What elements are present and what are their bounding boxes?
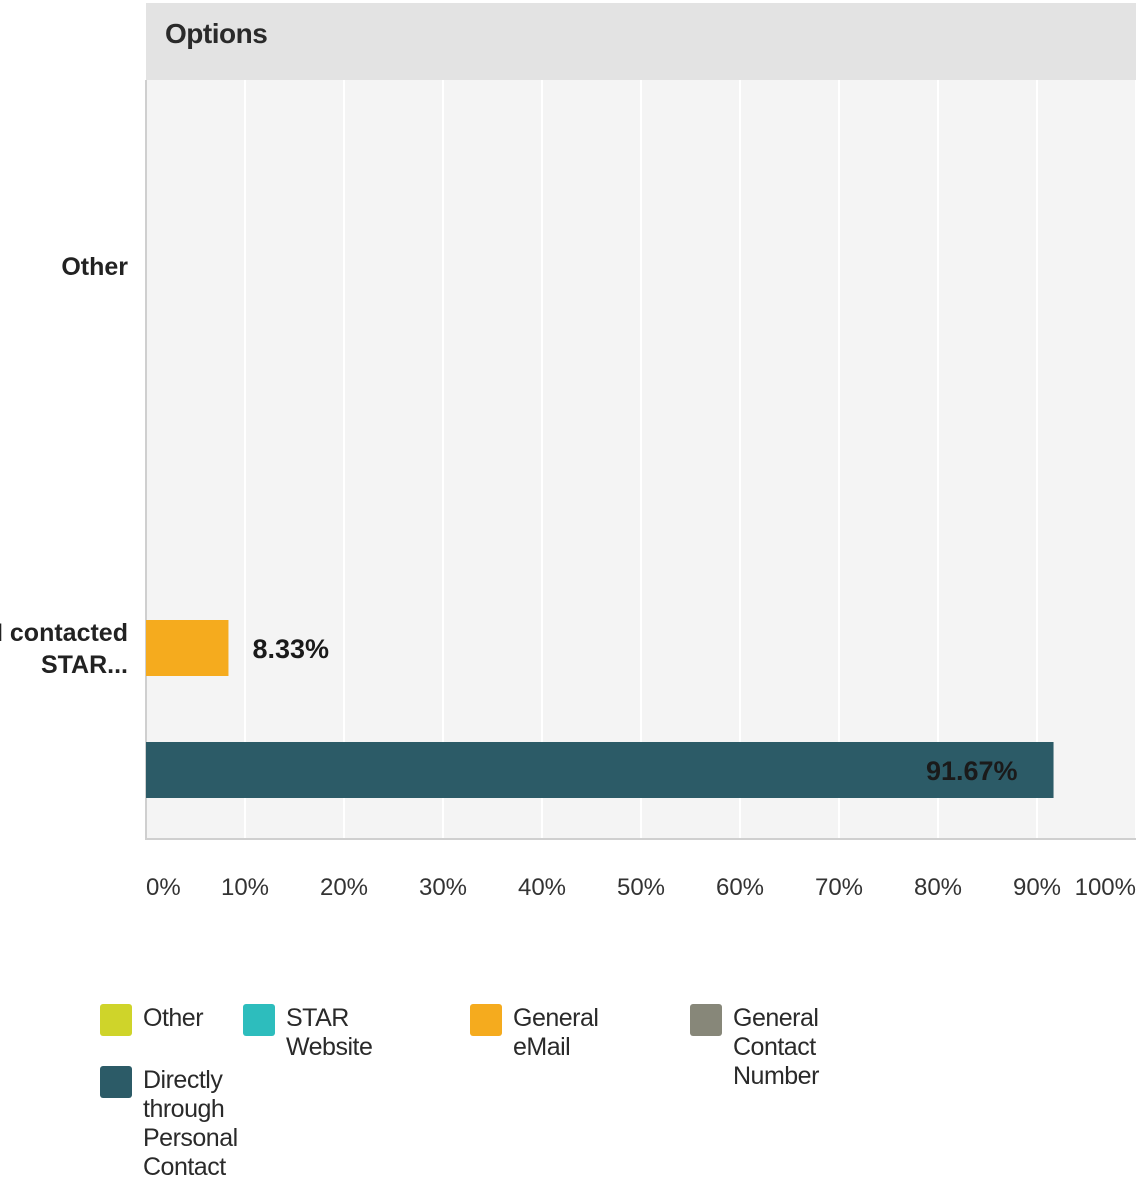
legend-swatch [470, 1004, 502, 1036]
legend-swatch [100, 1066, 132, 1098]
legend-label: Other [143, 1004, 204, 1032]
legend-label: STAR Website [286, 1004, 373, 1061]
x-tick-label: 90% [1013, 874, 1061, 901]
x-tick-label: 0% [146, 874, 181, 901]
x-tick-label: 80% [914, 874, 962, 901]
x-tick-label: 40% [518, 874, 566, 901]
chart: Options 0% 10% 20% 30% 40% 50% 60% 70% 80% 90% 100… [0, 3, 1137, 1181]
legend-swatch [243, 1004, 275, 1036]
options-header-title: Options [165, 18, 268, 49]
legend-label: General eMail [513, 1004, 599, 1061]
x-tick-label: 30% [419, 874, 467, 901]
legend-swatch [690, 1004, 722, 1036]
bar-general-email [146, 620, 229, 676]
x-tick-label: 50% [617, 874, 665, 901]
x-tick-label: 20% [320, 874, 368, 901]
legend-label: Directly through Personal Contact [143, 1066, 238, 1181]
x-tick-label: 100% [1075, 874, 1136, 901]
legend-swatch [100, 1004, 132, 1036]
category-label: I contacted STAR... [0, 619, 128, 679]
bar-directly-through-personal-contact [146, 742, 1054, 798]
x-tick-label: 60% [716, 874, 764, 901]
chart-svg: 0% 10% 20% 30% 40% 50% 60% 70% 80% 90% 100% Other I … [0, 80, 1137, 901]
data-label: 91.67% [926, 756, 1018, 786]
x-tick-label: 10% [221, 874, 269, 901]
category-label: Other [61, 253, 128, 281]
data-label: 8.33% [252, 634, 329, 664]
legend-label: General Contact Number [733, 1004, 819, 1090]
options-header [146, 3, 1136, 80]
x-tick-label: 70% [815, 874, 863, 901]
